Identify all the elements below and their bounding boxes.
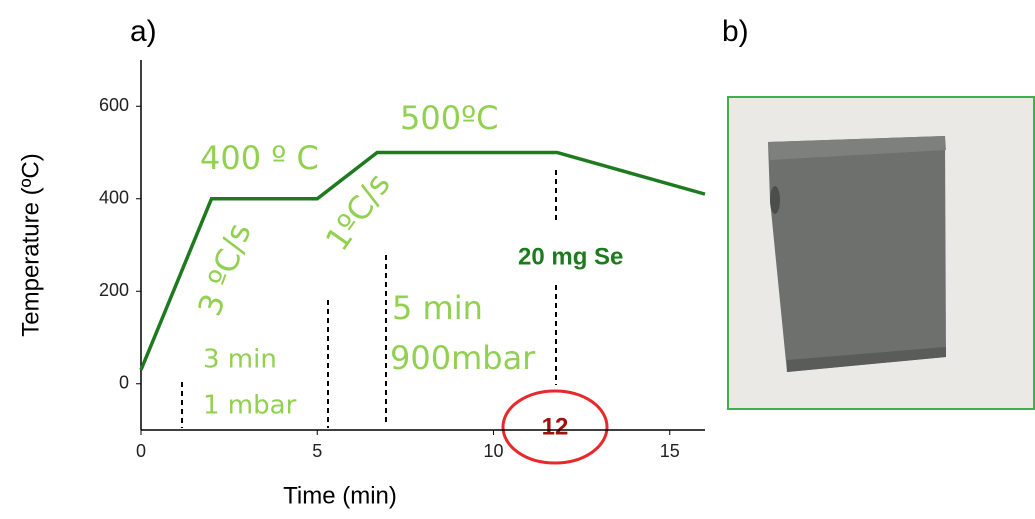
- panel-label: b): [722, 15, 749, 48]
- annotation: 500ºC: [400, 99, 499, 137]
- annotation: 3 min: [203, 345, 277, 375]
- panel-label: a): [130, 15, 157, 48]
- x-tick-label: 10: [483, 441, 503, 461]
- x-axis-label: Time (min): [283, 482, 397, 509]
- annotation: 12: [542, 413, 569, 440]
- circle-marker: [501, 389, 609, 465]
- annotation: 900mbar: [390, 339, 536, 377]
- annotation: 400 º C: [200, 139, 319, 177]
- y-tick-label: 600: [99, 95, 129, 115]
- annotation: 1ºC/s: [318, 166, 398, 258]
- annotation: 1 mbar: [203, 391, 297, 421]
- x-tick-label: 0: [136, 441, 146, 461]
- dashed-markers: [181, 170, 557, 428]
- x-tick-label: 5: [312, 441, 322, 461]
- y-tick-label: 0: [119, 373, 129, 393]
- y-axis-label: Temperature (ºC): [17, 153, 44, 336]
- annotations: 400 º C 500ºC 3 ºC/s 1ºC/s 3 min 1 mbar …: [190, 99, 623, 465]
- annotation: 5 min: [392, 289, 483, 327]
- y-tick-label: 400: [99, 188, 129, 208]
- annotation: 3 ºC/s: [190, 218, 258, 321]
- annotation: 20 mg Se: [518, 243, 623, 270]
- x-tick-label: 15: [660, 441, 680, 461]
- photo: [727, 96, 1035, 410]
- y-tick-label: 200: [99, 280, 129, 300]
- data-line: [139, 150, 706, 371]
